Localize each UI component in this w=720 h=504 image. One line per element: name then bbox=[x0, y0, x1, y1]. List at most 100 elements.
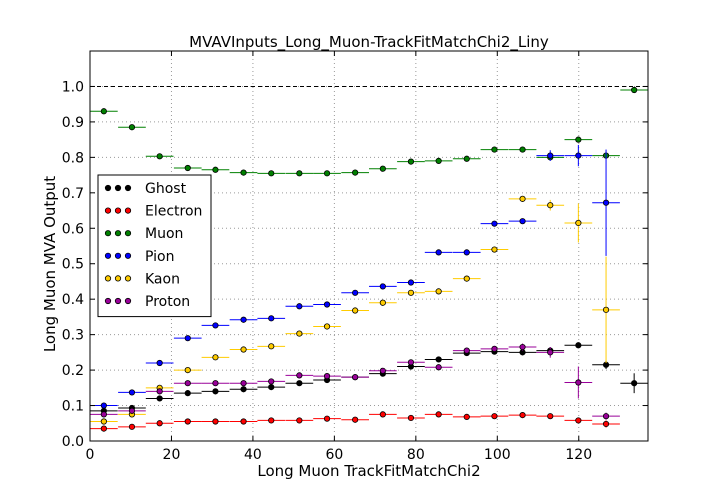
electron-point bbox=[407, 414, 415, 422]
proton-point bbox=[547, 349, 554, 356]
ghost-point bbox=[156, 395, 163, 402]
muon-point bbox=[407, 158, 415, 165]
ghost-point bbox=[240, 386, 247, 393]
electron-point bbox=[156, 420, 163, 427]
pion-point bbox=[547, 152, 554, 159]
pion-point bbox=[184, 335, 191, 342]
proton-point bbox=[491, 345, 498, 352]
muon-point bbox=[268, 170, 275, 177]
kaon-point bbox=[212, 354, 219, 361]
proton-point bbox=[379, 367, 386, 374]
y-axis-title: Long Muon MVA Output bbox=[41, 176, 59, 352]
pion-point bbox=[491, 220, 498, 227]
legend-label-muon: Muon bbox=[145, 226, 183, 242]
ghost-point bbox=[575, 342, 582, 349]
muon-point bbox=[491, 146, 498, 153]
series-proton bbox=[90, 343, 620, 420]
pion-point bbox=[352, 289, 359, 296]
muon-point bbox=[128, 124, 136, 131]
pion-point bbox=[407, 279, 415, 286]
legend-marker-proton bbox=[114, 297, 122, 305]
proton-point bbox=[463, 347, 470, 354]
muon-point bbox=[379, 165, 386, 172]
legend-label-ghost: Ghost bbox=[145, 181, 187, 197]
kaon-point bbox=[575, 219, 582, 227]
y-tick-label: 0.2 bbox=[62, 363, 84, 379]
electron-point bbox=[379, 411, 386, 418]
electron-point bbox=[491, 413, 498, 420]
pion-point bbox=[128, 389, 136, 396]
muon-point bbox=[100, 108, 107, 115]
legend-marker-kaon bbox=[114, 275, 122, 282]
x-tick-label: 80 bbox=[407, 447, 425, 463]
ghost-point bbox=[435, 356, 442, 363]
legend-marker-electron bbox=[104, 207, 112, 214]
ghost-point bbox=[184, 390, 191, 397]
legend-marker-kaon bbox=[124, 275, 132, 282]
legend-marker-ghost bbox=[124, 184, 132, 192]
proton-point bbox=[352, 374, 359, 381]
series-ghost bbox=[90, 342, 648, 414]
proton-point bbox=[602, 413, 610, 420]
electron-point bbox=[240, 418, 247, 425]
legend-marker-pion bbox=[114, 252, 122, 259]
pion-point bbox=[463, 249, 470, 256]
y-tick-label: 0.5 bbox=[62, 257, 84, 273]
x-tick-label: 60 bbox=[325, 447, 343, 463]
proton-point bbox=[240, 380, 247, 387]
proton-point bbox=[184, 380, 191, 387]
pion-point bbox=[379, 283, 386, 290]
kaon-point bbox=[407, 289, 415, 296]
proton-point bbox=[435, 364, 442, 371]
ghost-point bbox=[212, 388, 219, 395]
electron-point bbox=[519, 412, 526, 419]
muon-point bbox=[323, 170, 331, 177]
electron-point bbox=[575, 417, 582, 424]
legend-label-electron: Electron bbox=[145, 204, 202, 220]
electron-point bbox=[435, 411, 442, 418]
electron-point bbox=[463, 413, 470, 420]
muon-point bbox=[463, 155, 470, 162]
kaon-point bbox=[296, 330, 303, 337]
muon-point bbox=[240, 169, 247, 176]
ghost-point bbox=[268, 384, 275, 391]
muon-point bbox=[296, 170, 303, 177]
series-layer bbox=[90, 86, 648, 432]
proton-point bbox=[575, 379, 582, 386]
y-tick-label: 0.1 bbox=[62, 399, 84, 415]
pion-point bbox=[435, 249, 442, 256]
ghost-point bbox=[296, 380, 303, 387]
muon-point bbox=[212, 166, 219, 173]
x-tick-label: 20 bbox=[163, 447, 181, 463]
pion-point bbox=[156, 359, 163, 367]
electron-point bbox=[547, 413, 554, 420]
legend-label-kaon: Kaon bbox=[145, 271, 180, 287]
proton-point bbox=[323, 373, 331, 380]
kaon-point bbox=[491, 246, 498, 253]
electron-point bbox=[323, 415, 331, 422]
x-tick-label: 120 bbox=[565, 447, 592, 463]
tick-labels: 0 20 40 60 80 100 120 0.0 0.1 0.2 0.3 0.4 0.5 0.6 0.7 0… bbox=[62, 79, 592, 463]
legend-marker-proton bbox=[124, 297, 132, 305]
electron-point bbox=[602, 420, 610, 428]
kaon-point bbox=[352, 307, 359, 314]
muon-point bbox=[631, 86, 638, 94]
proton-point bbox=[100, 411, 107, 418]
legend-label-pion: Pion bbox=[145, 249, 174, 265]
electron-point bbox=[100, 425, 107, 432]
y-tick-label: 0.7 bbox=[62, 186, 84, 202]
pion-point bbox=[240, 316, 247, 323]
muon-point bbox=[352, 169, 359, 176]
kaon-point bbox=[268, 343, 275, 350]
proton-point bbox=[296, 372, 303, 379]
legend-label-proton: Proton bbox=[145, 294, 190, 310]
legend-marker-pion bbox=[104, 252, 112, 259]
kaon-point bbox=[100, 418, 107, 425]
legend-marker-ghost bbox=[114, 184, 122, 192]
chart-title: MVAVInputs_Long_Muon-TrackFitMatchChi2_L… bbox=[189, 33, 549, 52]
legend-marker-kaon bbox=[104, 275, 112, 282]
legend-marker-electron bbox=[114, 207, 122, 214]
y-tick-label: 0.4 bbox=[62, 292, 84, 308]
kaon-point bbox=[323, 323, 331, 330]
